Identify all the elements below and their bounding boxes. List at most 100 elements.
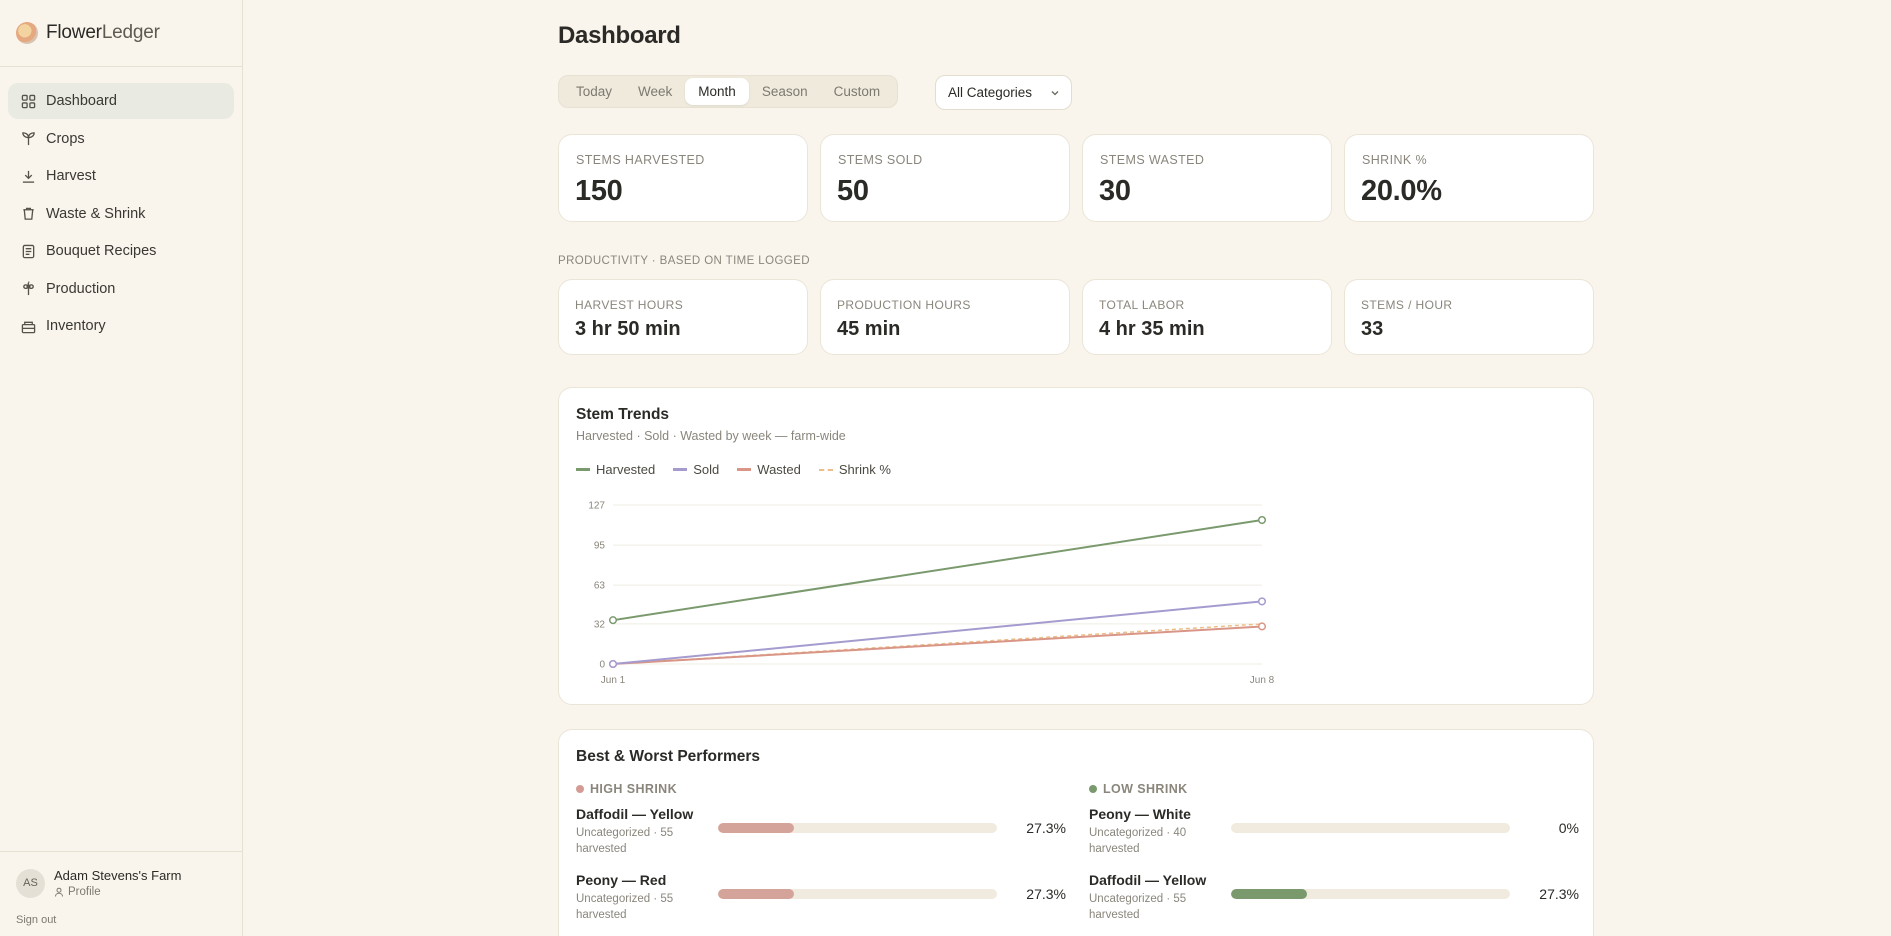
legend-swatch xyxy=(673,468,688,471)
sidebar-item-dashboard[interactable]: Dashboard xyxy=(8,83,234,119)
y-tick-label: 32 xyxy=(594,619,606,630)
stat-value: 30 xyxy=(1099,175,1131,207)
performer-meta: Uncategorized · 55 harvested xyxy=(1089,893,1187,921)
box-icon xyxy=(20,318,36,334)
recipe-card-icon xyxy=(20,243,36,259)
trash-icon xyxy=(20,206,36,222)
chart-title: Stem Trends xyxy=(576,406,670,423)
performer-name: Daffodil — Yellow xyxy=(1089,872,1207,888)
shrink-bar-fill xyxy=(718,823,795,833)
farm-name: Adam Stevens's Farm xyxy=(54,868,182,883)
productivity-value: 33 xyxy=(1361,318,1384,340)
low-shrink-column: Low Shrink Peony — White Uncategorized ·… xyxy=(1089,782,1579,936)
sidebar-item-label: Crops xyxy=(46,130,85,147)
legend-label: Shrink % xyxy=(838,462,891,477)
stem-trends-card: Stem Trends Harvested · Sold · Wasted by… xyxy=(558,387,1594,705)
brand-name-part1: Flower xyxy=(46,22,102,43)
user-row[interactable]: AS Adam Stevens's Farm Profile xyxy=(16,868,227,898)
stat-card-stems-wasted: Stems Wasted 30 xyxy=(1082,134,1332,222)
status-dot xyxy=(1089,785,1097,793)
stat-value: 50 xyxy=(837,175,869,207)
brand[interactable]: FlowerLedger xyxy=(0,0,242,67)
profile-label: Profile xyxy=(68,886,101,898)
performer-percent: 27.3% xyxy=(1026,820,1066,836)
data-point-wasted xyxy=(1257,622,1267,631)
sidebar-item-waste-shrink[interactable]: Waste & Shrink xyxy=(8,196,234,232)
x-tick-label: Jun 1 xyxy=(601,675,626,686)
performer-row[interactable]: Peony — White Uncategorized · 40 harvest… xyxy=(1089,806,1579,872)
data-point-sold xyxy=(608,659,618,669)
productivity-label: Total Labor xyxy=(1099,298,1185,312)
performer-row[interactable]: Daffodil — Yellow Uncategorized · 55 har… xyxy=(576,806,1066,872)
performer-row[interactable]: Peony — Red Uncategorized · 55 harvested… xyxy=(576,872,1066,936)
shrink-bar xyxy=(1231,823,1510,833)
performer-row[interactable]: Daffodil — Yellow Uncategorized · 55 har… xyxy=(1089,872,1579,936)
range-week[interactable]: Week xyxy=(638,84,673,99)
productivity-card-stems-per-hour: Stems / Hour 33 xyxy=(1344,279,1594,355)
series-line-wasted xyxy=(612,625,1263,665)
performer-meta: Uncategorized · 55 harvested xyxy=(576,893,674,921)
stat-label: Shrink % xyxy=(1362,153,1428,167)
range-season[interactable]: Season xyxy=(761,84,808,99)
status-dot xyxy=(576,785,584,793)
sidebar-item-inventory[interactable]: Inventory xyxy=(8,308,234,344)
stat-value: 150 xyxy=(575,175,623,207)
category-select[interactable]: All Categories xyxy=(935,75,1072,110)
sprout-icon xyxy=(20,131,36,147)
performer-name: Peony — Red xyxy=(576,872,667,888)
data-point-harvested xyxy=(608,616,618,625)
sign-out-link[interactable]: Sign out xyxy=(16,914,57,926)
legend-item-harvested[interactable]: Harvested xyxy=(576,462,655,477)
shrink-bar xyxy=(718,889,997,899)
stat-label: Stems Harvested xyxy=(576,153,705,167)
productivity-value: 45 min xyxy=(837,318,901,340)
sidebar-item-bouquet-recipes[interactable]: Bouquet Recipes xyxy=(8,233,234,269)
y-tick-label: 0 xyxy=(599,660,605,671)
performer-percent: 0% xyxy=(1558,820,1579,836)
stat-card-stems-harvested: Stems Harvested 150 xyxy=(558,134,808,222)
legend-item-sold[interactable]: Sold xyxy=(673,462,719,477)
flower-icon xyxy=(20,281,36,297)
productivity-section-label: Productivity · based on time logged xyxy=(558,255,810,267)
legend-swatch xyxy=(818,468,833,471)
range-month[interactable]: Month xyxy=(685,78,749,105)
x-tick-label: Jun 8 xyxy=(1250,675,1275,686)
chevron-down-icon xyxy=(1051,91,1059,96)
shrink-bar xyxy=(718,823,997,833)
legend-item-wasted[interactable]: Wasted xyxy=(737,462,801,477)
high-shrink-column: High Shrink Daffodil — Yellow Uncategori… xyxy=(576,782,1066,936)
sidebar-item-label: Waste & Shrink xyxy=(46,205,146,222)
performers-card: Best & Worst Performers High Shrink Daff… xyxy=(558,729,1594,936)
high-shrink-label: High Shrink xyxy=(590,782,678,796)
stat-value: 20.0% xyxy=(1361,175,1442,207)
sidebar-item-crops[interactable]: Crops xyxy=(8,121,234,157)
performer-percent: 27.3% xyxy=(1026,886,1066,902)
low-shrink-heading: Low Shrink xyxy=(1089,782,1579,796)
sidebar-item-label: Bouquet Recipes xyxy=(46,243,157,259)
legend-label: Harvested xyxy=(596,462,656,477)
sidebar-item-production[interactable]: Production xyxy=(8,271,234,307)
stem-trends-chart: 0 32 63 95 127 Jun 1 Jun 8 xyxy=(588,501,1275,687)
legend-label: Sold xyxy=(693,462,720,477)
range-custom[interactable]: Custom xyxy=(833,84,881,99)
profile-link[interactable]: Profile xyxy=(54,886,181,898)
legend-swatch xyxy=(737,468,752,471)
performer-meta: Uncategorized · 55 harvested xyxy=(576,827,674,855)
sidebar: FlowerLedger Dashboard Crops Harvest Was… xyxy=(0,0,243,936)
legend-item-shrink[interactable]: Shrink % xyxy=(818,462,891,477)
shrink-bar-fill xyxy=(718,889,795,899)
sidebar-item-harvest[interactable]: Harvest xyxy=(8,158,234,194)
productivity-label: Harvest Hours xyxy=(575,298,684,312)
brand-name-part2: Ledger xyxy=(101,22,160,43)
chart-legend: Harvested Sold Wasted Shrink % xyxy=(576,462,909,477)
stat-label: Stems Sold xyxy=(838,153,923,167)
y-tick-label: 63 xyxy=(594,581,606,592)
range-today[interactable]: Today xyxy=(576,84,613,99)
y-tick-label: 95 xyxy=(594,541,606,552)
brand-name: FlowerLedger xyxy=(46,22,160,44)
avatar: AS xyxy=(16,868,45,898)
productivity-card-total-labor: Total Labor 4 hr 35 min xyxy=(1082,279,1332,355)
sidebar-nav: Dashboard Crops Harvest Waste & Shrink B… xyxy=(0,67,242,344)
productivity-value: 4 hr 35 min xyxy=(1099,318,1205,340)
performers-title: Best & Worst Performers xyxy=(576,748,761,765)
